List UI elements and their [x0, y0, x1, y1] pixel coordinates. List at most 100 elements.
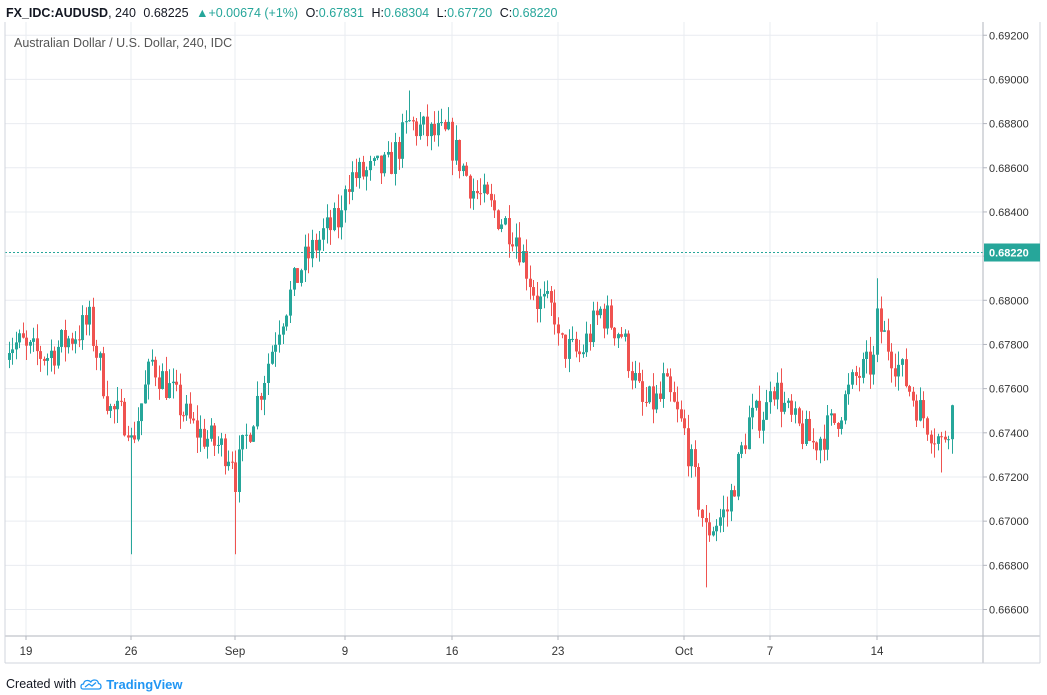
candle-body [805, 418, 808, 444]
candle-body [189, 403, 192, 419]
candle-body [901, 359, 904, 365]
footer: Created with TradingView [6, 674, 183, 694]
candle-body [511, 244, 514, 247]
candle-body [722, 509, 725, 518]
time-tick-label: 26 [125, 646, 138, 658]
candle-body [405, 121, 408, 123]
candle-body [865, 351, 868, 359]
candle-body [161, 371, 164, 389]
candle-body [697, 467, 700, 510]
candle-body [546, 291, 549, 294]
candle-body [744, 445, 747, 450]
candle-body [127, 435, 130, 438]
price-tick-label: 0.66600 [989, 604, 1029, 616]
candle-body [64, 330, 67, 348]
candle-body [151, 359, 154, 362]
candle-body [648, 386, 651, 403]
price-tick-label: 0.66800 [989, 560, 1029, 572]
candle-body [765, 402, 768, 420]
candle-body [289, 289, 292, 316]
candle-body [32, 338, 35, 342]
candle-body [307, 246, 310, 259]
candle-body [553, 302, 556, 325]
candle-body [883, 330, 886, 332]
candle-body [329, 217, 332, 231]
candle-body [15, 342, 18, 350]
candle-body [462, 165, 465, 172]
candle-body [88, 306, 91, 325]
candle-body [773, 391, 776, 400]
candle-body [919, 400, 922, 421]
candle-body [140, 403, 143, 422]
candle-body [451, 121, 454, 161]
candle-body [133, 435, 136, 440]
candle-body [578, 351, 581, 355]
time-tick-label: 16 [446, 646, 459, 658]
candle-body [99, 353, 102, 358]
price-tick-label: 0.68400 [989, 207, 1029, 219]
price-tick-label: 0.67200 [989, 472, 1029, 484]
candle-body [564, 334, 567, 359]
candle-body [74, 339, 77, 344]
candle-body [680, 409, 683, 419]
candle-body [801, 423, 804, 444]
candle-body [627, 333, 630, 372]
candle-body [815, 442, 818, 451]
candle-body [479, 193, 482, 195]
candle-body [311, 239, 314, 259]
candle-body [293, 268, 296, 290]
candle-body [926, 418, 929, 435]
candle-body [376, 155, 379, 159]
candle-body [515, 237, 518, 247]
candle-body [412, 120, 415, 122]
time-axis[interactable]: 19 26 Sep 9 16 23 Oct 7 14 [20, 636, 884, 658]
candle-body [476, 190, 479, 194]
candle-body [147, 361, 150, 385]
candle-body [613, 327, 616, 339]
candle-body [869, 351, 872, 375]
candle-body [655, 393, 658, 410]
price-tick-label: 0.67400 [989, 428, 1029, 440]
candle-body [57, 346, 60, 366]
candle-body [433, 123, 436, 136]
price-tick-label: 0.67800 [989, 339, 1029, 351]
candle-body [500, 224, 503, 229]
price-tick-label: 0.67600 [989, 384, 1029, 396]
candle-body [687, 428, 690, 467]
candle-body [415, 121, 418, 137]
candle-body [933, 443, 936, 445]
candle-body [730, 490, 733, 512]
candle-body [808, 418, 811, 441]
candle-body [85, 315, 88, 325]
candle-body [458, 139, 461, 172]
candle-body [8, 353, 11, 360]
candle-body [596, 310, 599, 316]
candle-body [154, 359, 157, 378]
candle-body [937, 436, 940, 444]
time-tick-label: Sep [225, 646, 245, 658]
candle-body [568, 338, 571, 359]
candle-body [179, 384, 182, 416]
candle-body [798, 408, 801, 424]
candle-body [256, 395, 259, 427]
candle-body [296, 268, 299, 283]
candle-body [25, 337, 28, 346]
candle-body [490, 193, 493, 201]
candle-body [851, 372, 854, 385]
tradingview-brand[interactable]: TradingView [106, 676, 183, 692]
price-axis[interactable]: 0.69200 0.69000 0.68800 0.68600 0.68400 0.682… [983, 30, 1029, 616]
candle-body [263, 382, 266, 400]
candle-body [518, 237, 521, 263]
candle-body [380, 155, 383, 174]
candle-body [847, 384, 850, 395]
candle-body [469, 175, 472, 199]
candle-body [224, 438, 227, 467]
candle-body [840, 420, 843, 429]
candle-body [532, 287, 535, 296]
candle-body [833, 413, 836, 423]
candle-body [819, 438, 822, 451]
candle-body [373, 158, 376, 161]
candle-body [408, 120, 411, 122]
candle-body [11, 349, 14, 354]
